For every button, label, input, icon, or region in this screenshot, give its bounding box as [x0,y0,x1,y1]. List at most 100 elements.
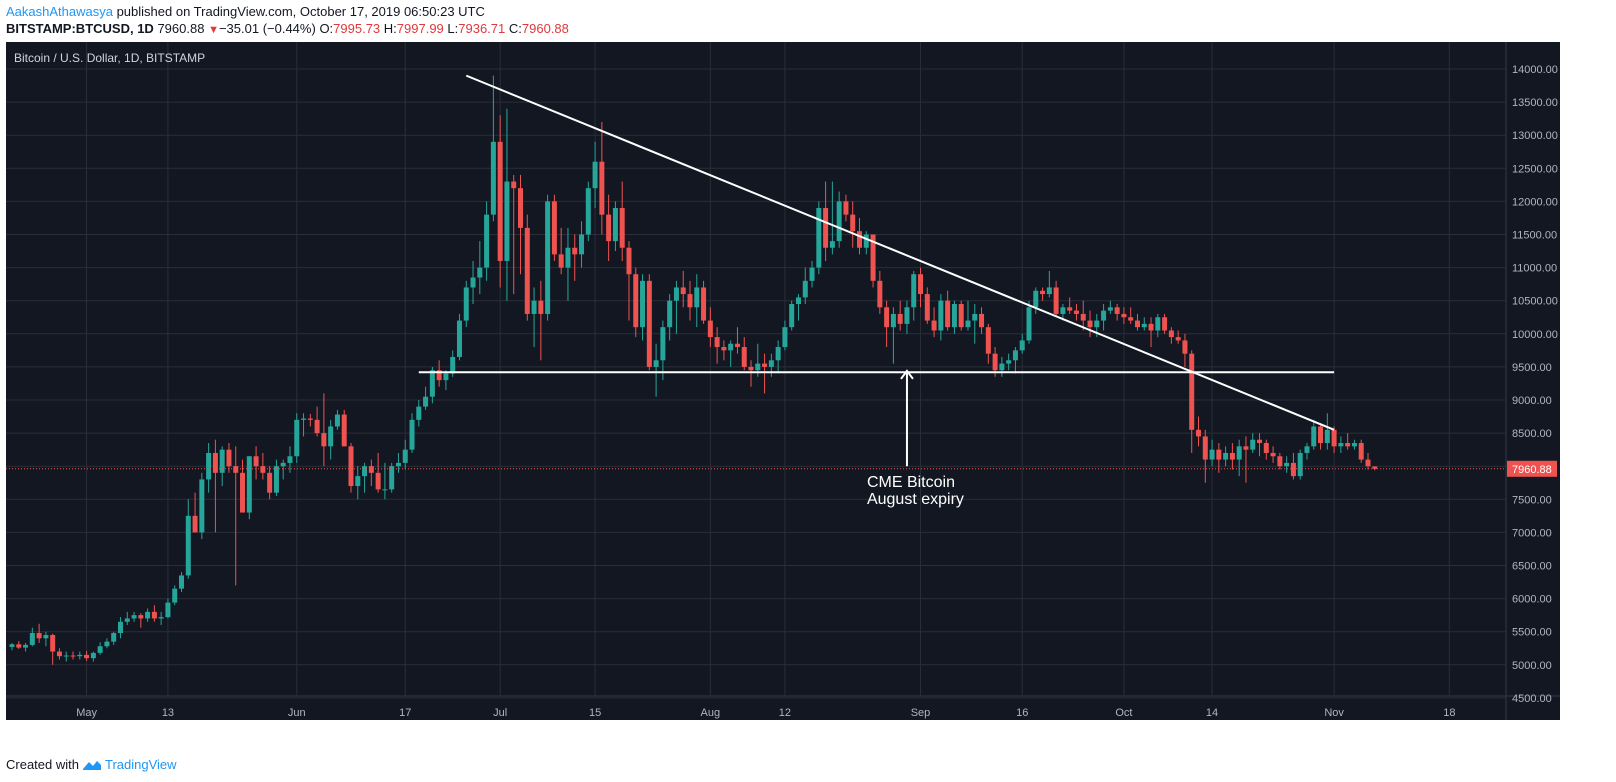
time-tick-label: 16 [1016,707,1028,719]
candle-body [111,633,117,642]
candle-body [585,188,591,235]
candle-body [260,466,266,473]
candle-body [199,479,205,533]
candle-body [294,419,300,457]
candle-body [179,575,184,589]
candle-body [877,280,883,308]
candle-body [518,188,523,228]
candle-body [958,304,964,328]
candle-body [436,370,442,381]
candle-body [782,327,788,348]
candle-body [477,267,483,278]
candle-body [999,363,1005,371]
price-tick-label: 9000.00 [1512,395,1552,407]
candle-body [1257,439,1263,444]
candle-body [484,214,490,268]
price-tick-label: 8500.00 [1512,428,1552,440]
candle-body [924,294,930,321]
price-tick-label: 7500.00 [1512,494,1552,506]
candle-body [355,476,361,487]
candle-body [538,300,544,314]
candle-body [1202,436,1208,460]
price-tick-label: 11500.00 [1512,230,1557,242]
open-label: O: [319,21,334,36]
candle-body [728,343,734,351]
price-axis-labels: 14000.00 13500.00 13000.00 12500.00 12000.00… [1507,64,1558,705]
candle-body [762,363,768,367]
time-tick-label: 15 [589,707,601,719]
arrow-head-icon [900,369,914,380]
grid-lines [6,42,1506,699]
tradingview-logo-icon [82,760,101,770]
candle-body [1250,439,1256,450]
candle-body [117,621,123,634]
candle-body [768,360,774,367]
candle-body [660,327,666,361]
candle-body [219,449,225,473]
candle-body [1372,466,1378,469]
candle-body [226,449,232,467]
candle-body [165,602,171,618]
candle-body [36,633,42,639]
price-tick-label: 14000.00 [1512,64,1558,76]
candle-body [429,370,435,397]
candle-body [185,515,191,576]
candle-body [653,360,659,367]
candle-body [70,655,76,657]
candle-body [870,234,876,281]
candle-body [558,254,564,268]
time-tick-label: Aug [701,707,721,719]
candle-body [829,241,835,248]
candle-body [97,646,103,653]
candle-body [701,287,707,321]
last-price-tag [1507,460,1557,477]
candle-body [131,615,137,619]
candle-body [151,611,157,619]
candle-body [301,418,307,420]
candle-body [246,456,252,513]
candle-body [375,472,381,490]
candle-body [850,214,856,232]
candle-body [456,320,462,357]
author-link[interactable]: AakashAthawasya [6,4,113,19]
candle-body [1141,323,1147,328]
candle-body [863,234,869,248]
price-axis[interactable] [1506,42,1560,696]
candle-body [1101,310,1107,321]
candle-body [911,274,917,308]
candle-body [721,347,727,351]
candle-body [1263,443,1269,453]
time-tick-label: 14 [1206,707,1218,719]
candle-body [368,466,374,473]
candle-body [992,353,998,371]
candle-body [633,274,639,328]
candle-body [84,654,90,659]
candle-body [253,456,259,467]
candle-body [321,433,327,447]
open-value: 7995.73 [333,21,381,36]
candle-body [463,287,469,321]
candle-body [240,472,246,513]
candle-body [965,320,971,328]
candle-body [77,654,83,657]
price-change: −35.01 (−0.44%) [218,21,316,36]
candle-body [545,201,551,314]
candle-body [606,214,612,242]
tradingview-link[interactable]: TradingView [104,757,177,772]
candle-body [233,466,239,473]
descending-trendline[interactable] [465,74,1335,431]
price-tick-label: 5000.00 [1512,660,1552,672]
candle-body [1006,360,1012,364]
candle-body [680,287,686,295]
candle-body [307,418,313,420]
time-axis[interactable] [6,696,1560,720]
candle-body [809,267,815,281]
candle-body [1148,323,1154,331]
candle-body [646,280,652,367]
candle-body [843,201,849,215]
candle-body [1331,429,1337,447]
candle-body [1324,429,1330,444]
symbol-label[interactable]: BITSTAMP:BTCUSD, 1D [6,21,154,36]
time-tick-label: Sep [911,707,931,719]
